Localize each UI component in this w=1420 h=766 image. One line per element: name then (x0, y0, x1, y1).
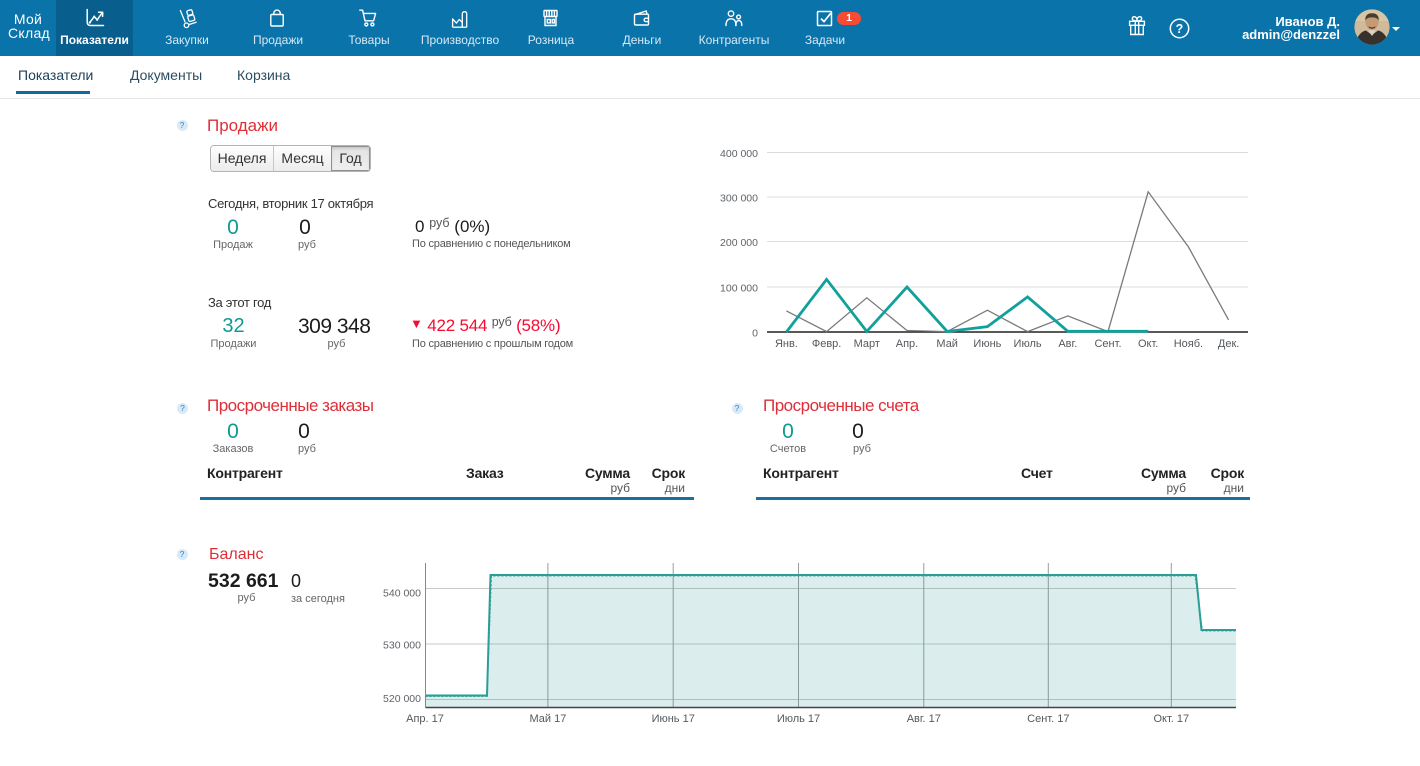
svg-text:Апр. 17: Апр. 17 (406, 713, 444, 725)
svg-text:Авг.: Авг. (1058, 338, 1077, 350)
svg-text:?: ? (1176, 22, 1184, 36)
svg-text:Июнь: Июнь (973, 338, 1001, 350)
svg-text:Окт. 17: Окт. 17 (1153, 713, 1189, 725)
svg-text:Июль 17: Июль 17 (777, 713, 820, 725)
svg-text:Июнь 17: Июнь 17 (652, 713, 695, 725)
svg-text:Май 17: Май 17 (529, 713, 566, 725)
svg-text:Янв.: Янв. (775, 338, 798, 350)
svg-text:530 000: 530 000 (383, 640, 421, 652)
svg-text:Апр.: Апр. (896, 338, 918, 350)
svg-text:Май: Май (936, 338, 958, 350)
svg-text:Июль: Июль (1014, 338, 1042, 350)
svg-text:400 000: 400 000 (720, 148, 758, 160)
svg-text:520 000: 520 000 (383, 693, 421, 705)
svg-text:Сент.: Сент. (1094, 338, 1121, 350)
svg-text:100 000: 100 000 (720, 283, 758, 295)
svg-text:Дек.: Дек. (1218, 338, 1239, 350)
svg-text:200 000: 200 000 (720, 237, 758, 249)
svg-text:Март: Март (854, 338, 880, 350)
svg-text:0: 0 (752, 328, 758, 340)
svg-text:Нояб.: Нояб. (1174, 338, 1203, 350)
svg-text:Сент. 17: Сент. 17 (1027, 713, 1069, 725)
svg-text:Окт.: Окт. (1138, 338, 1158, 350)
svg-text:540 000: 540 000 (383, 588, 421, 600)
svg-text:Февр.: Февр. (812, 338, 842, 350)
svg-text:300 000: 300 000 (720, 193, 758, 205)
svg-text:Авг. 17: Авг. 17 (907, 713, 941, 725)
